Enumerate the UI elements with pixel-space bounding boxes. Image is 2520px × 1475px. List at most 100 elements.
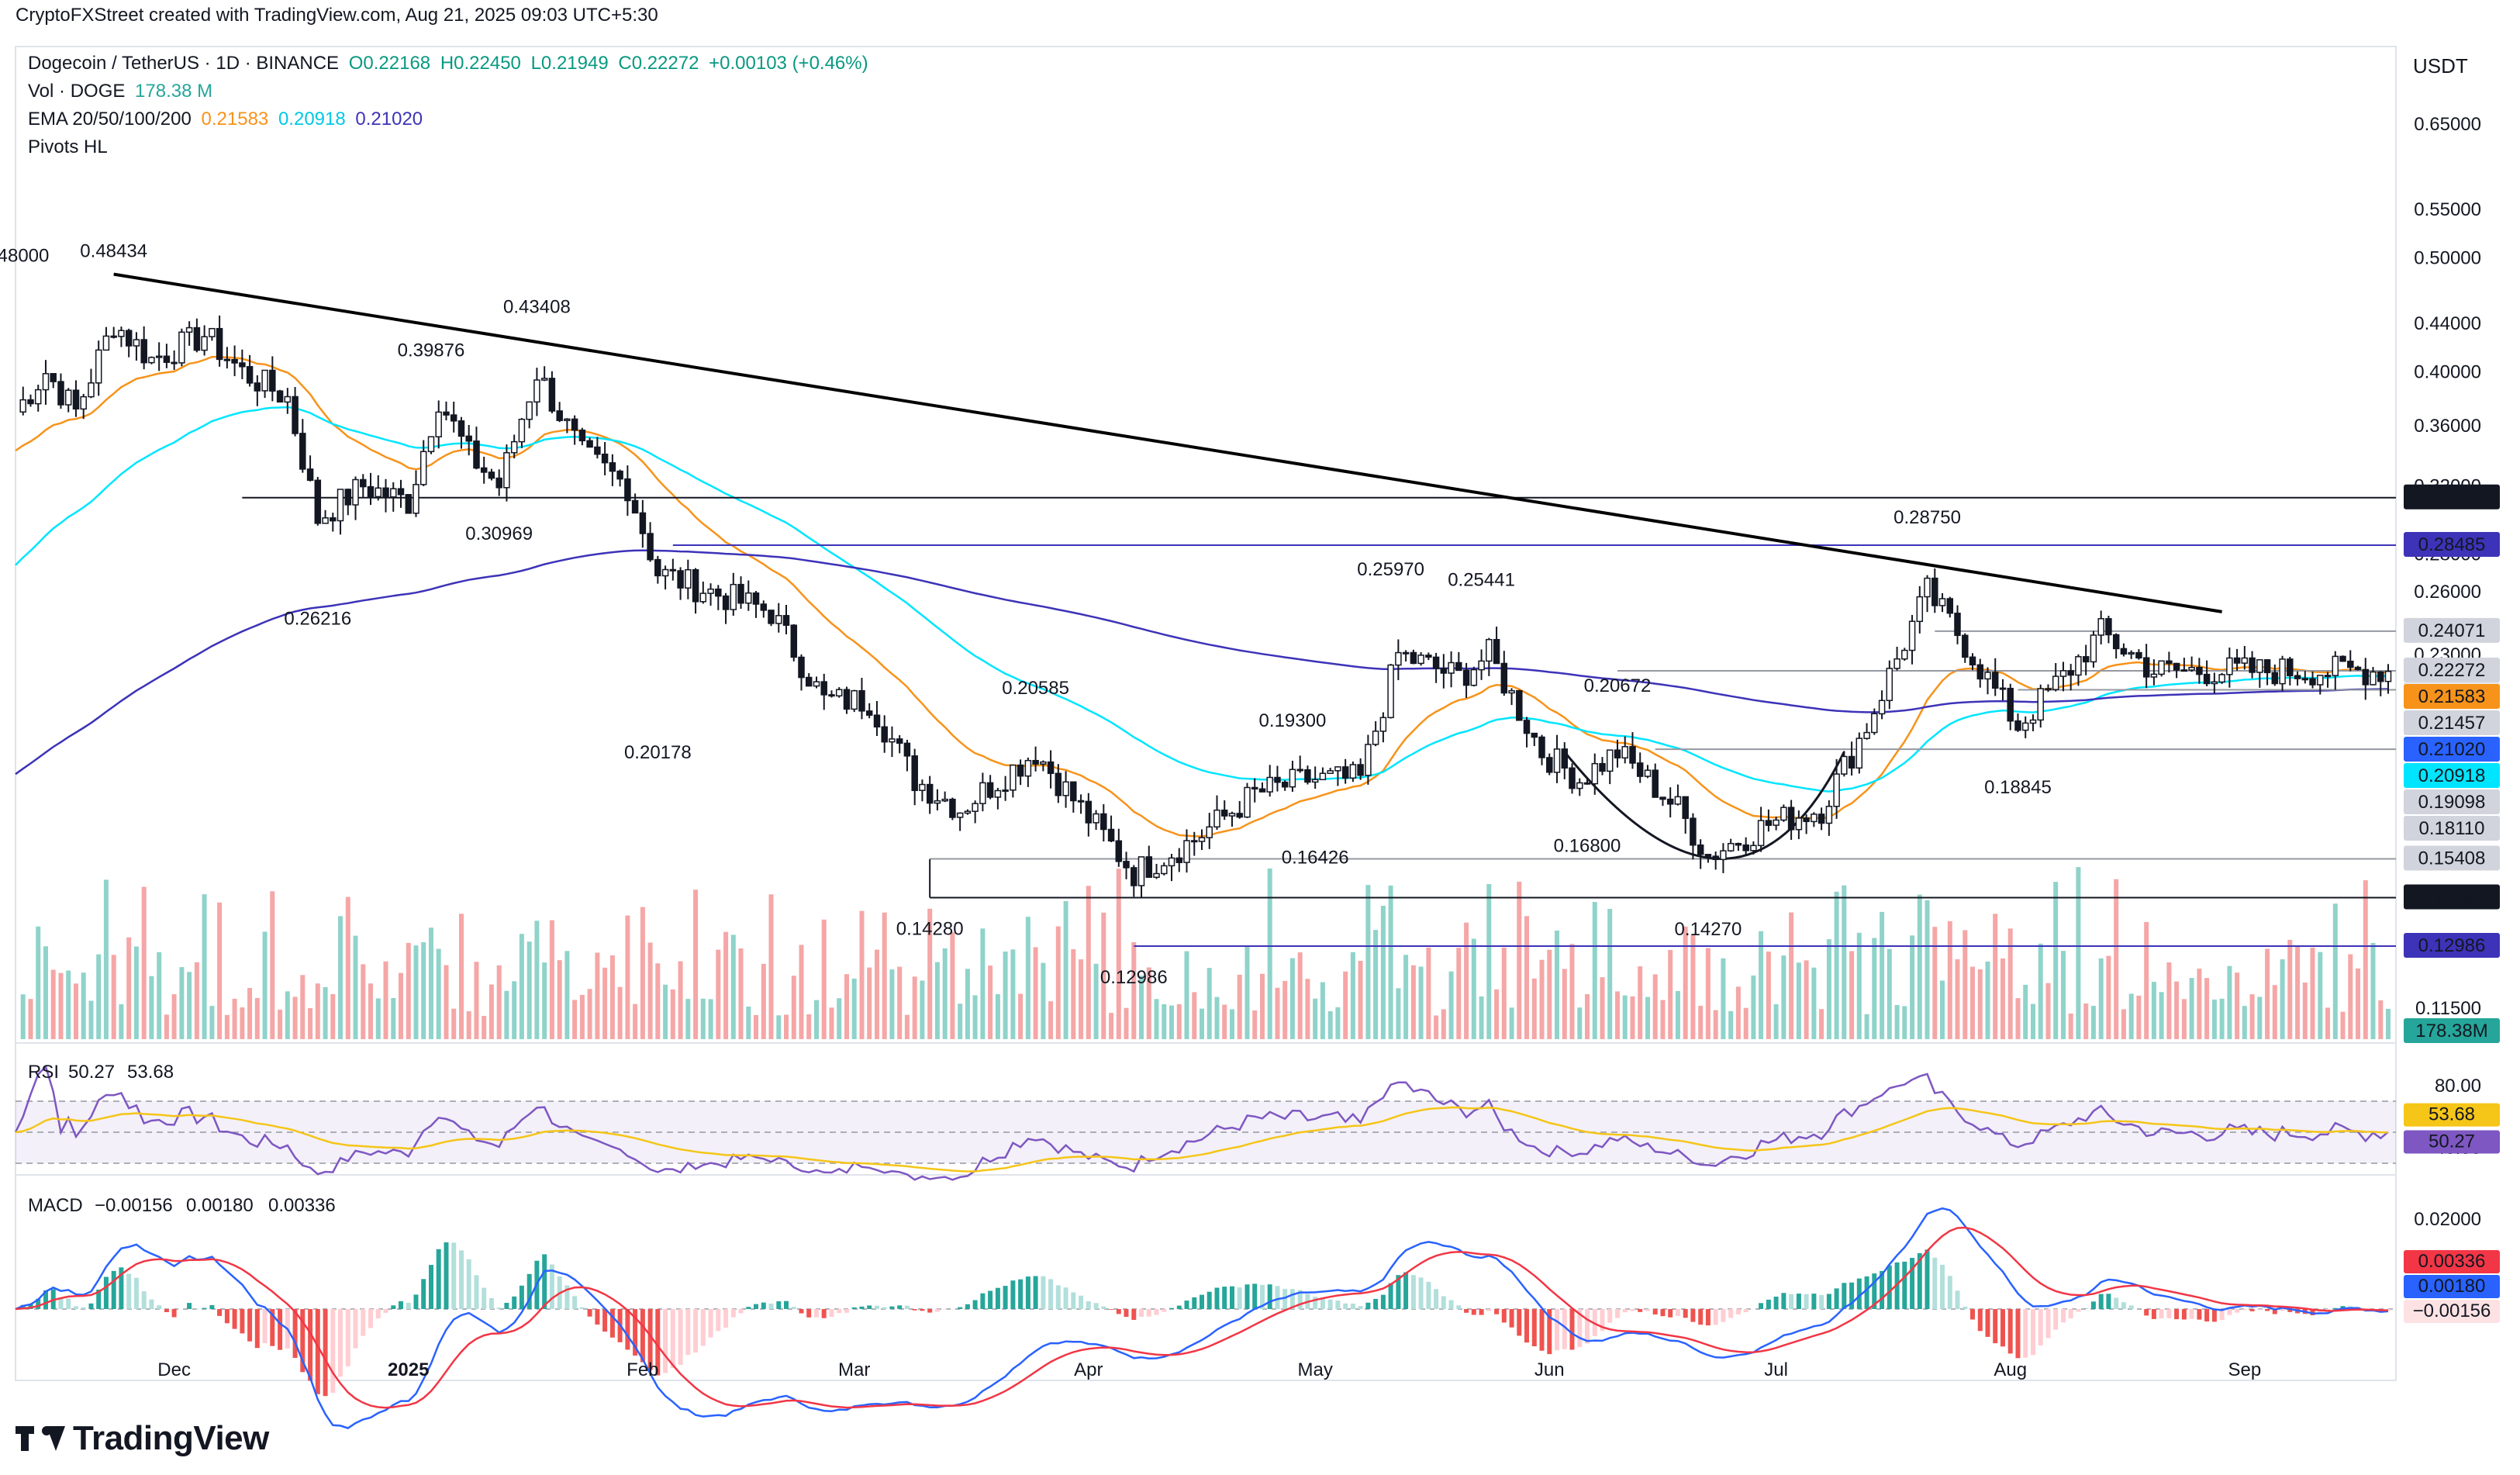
macd-histogram-bar [1705,1309,1710,1326]
volume-bar [557,960,562,1039]
rsi-tag-bg [2404,1130,2500,1154]
volume-bar [1728,1010,1734,1039]
macd-histogram-bar [678,1309,683,1366]
candle-body [1553,748,1561,773]
macd-histogram-bar [1426,1281,1431,1309]
candle-body [1183,840,1190,863]
volume-bar [768,894,774,1039]
macd-histogram-bar [375,1309,381,1318]
candle-body [1017,764,1024,777]
macd-histogram-bar [1872,1273,1877,1309]
macd-histogram-bar [2031,1309,2035,1356]
volume-bar [20,994,26,1039]
volume-bar [972,995,978,1039]
candle-body [578,429,586,442]
candle-body [284,396,292,403]
candle-body [1583,782,1591,785]
macd-histogram-bar [2227,1309,2232,1315]
currency-label[interactable]: USDT [2413,54,2468,78]
candle-body [1931,577,1938,606]
candle-body [1236,813,1243,818]
volume-bar [2136,995,2142,1039]
pivots-legend[interactable]: Pivots HL [28,136,108,157]
macd-histogram-bar [383,1309,388,1313]
candle-body [1266,776,1273,793]
candle-body [631,499,639,514]
candle-body [1546,757,1553,773]
macd-histogram-bar [1244,1284,1250,1309]
volume-bar [1917,894,1922,1039]
volume-bar [934,962,940,1039]
candle-body [2370,671,2377,686]
volume-bar [2204,978,2210,1039]
candle-body [397,488,405,496]
candle-body [1191,840,1198,843]
volume-bar [859,910,865,1039]
candle-body [1787,807,1795,831]
macd-histogram-bar [164,1309,169,1312]
ema-legend: EMA 20/50/100/200 0.21583 0.20918 0.2102… [28,109,427,130]
candle-body [2082,656,2090,663]
macd-histogram-bar [754,1304,758,1309]
macd-histogram-bar [647,1309,653,1370]
candle-body [133,339,140,347]
candle-body [564,418,571,421]
volume-bar [1683,926,1688,1039]
candle-body [1077,800,1085,803]
rsi-axis-label: 80.00 [2435,1076,2481,1097]
candle-body [1531,732,1538,738]
macd-histogram-bar [1811,1294,1817,1309]
candle-body [2301,678,2309,681]
candle-body [1251,786,1258,790]
macd-histogram-bar [1796,1294,1801,1309]
volume-bar [66,970,71,1039]
volume-bar [980,928,986,1039]
volume-bar [1925,900,1930,1039]
candle-body [2332,655,2339,676]
candle-body [1070,781,1077,802]
macd-histogram-bar [1917,1253,1922,1309]
volume-bar [1109,1013,1114,1039]
volume-bar [1267,868,1272,1039]
volume-bar [1645,997,1650,1039]
candle-body [185,326,193,333]
candle-body [1047,761,1055,775]
macd-histogram-bar [716,1309,721,1332]
candle-body [1629,746,1636,764]
volume-bar [1327,1011,1333,1039]
volume-bar [1864,1014,1869,1039]
volume-bar [2340,1011,2346,1039]
volume-bar [806,1014,812,1039]
symbol-name[interactable]: Dogecoin / TetherUS · 1D · BINANCE [28,53,340,74]
candle-body [1462,669,1470,686]
chart-frame [15,46,2397,1381]
macd-histogram-bar [2106,1294,2111,1309]
candle-body [1334,766,1341,772]
macd-histogram-bar [625,1309,630,1350]
volume-bar [2000,958,2005,1039]
candle-body [1198,837,1206,842]
volume-bar [28,999,33,1039]
candle-body [715,588,722,597]
candle-body [405,494,413,514]
volume-bar [1985,961,1990,1039]
volume-bar [814,1000,819,1039]
volume-bar [2068,1014,2073,1039]
ema-label[interactable]: EMA 20/50/100/200 [28,109,192,130]
candle-body [1674,796,1682,805]
macd-histogram-bar [103,1276,109,1309]
candle-body [57,381,64,406]
volume-bar [1282,980,1288,1039]
volume-bar [202,894,207,1039]
volume-bar [1169,1005,1174,1039]
price-tag: 0.28485 [2418,534,2486,555]
candle-body [2218,674,2225,683]
price-tag-bg [2404,845,2500,871]
volume-label[interactable]: Vol · DOGE [28,81,126,102]
rsi-ma-line [15,1106,2388,1173]
candle-body [2021,722,2029,731]
macd-histogram-bar [459,1250,464,1309]
candle-body [1417,655,1424,665]
volume-bar [1872,938,1877,1039]
